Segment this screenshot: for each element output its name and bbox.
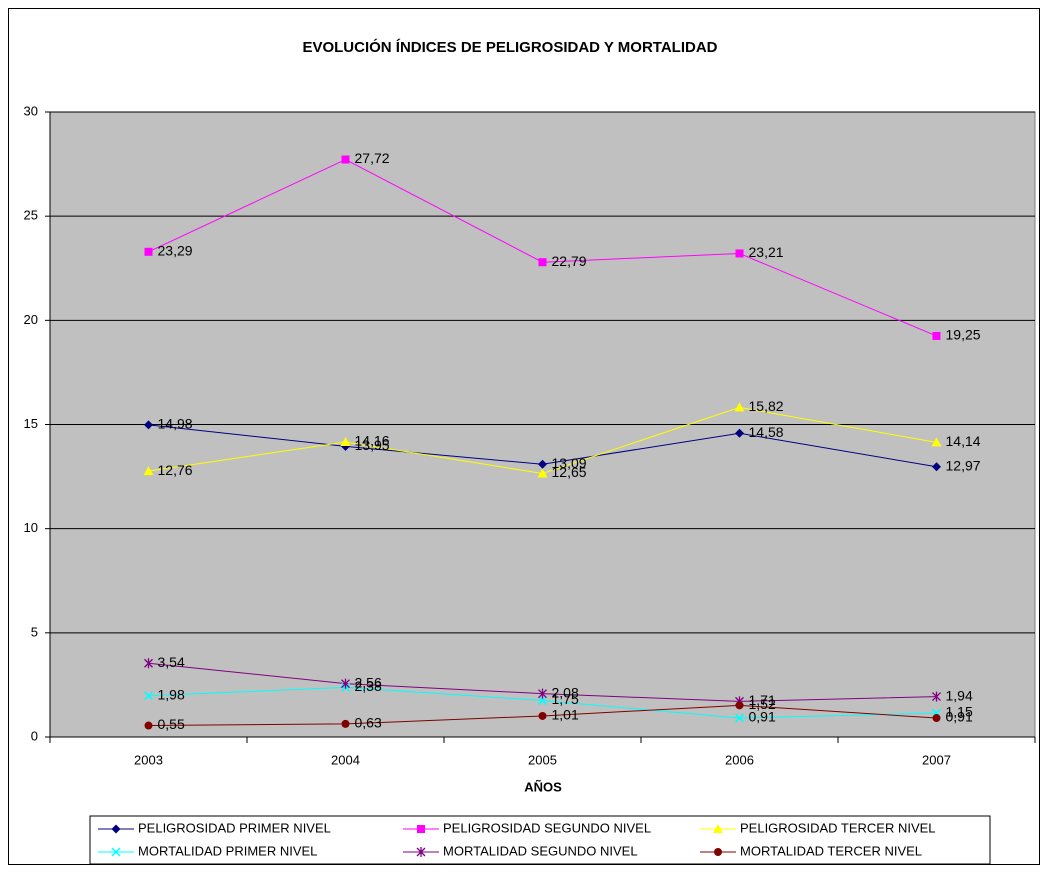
data-label: 14,16 xyxy=(355,433,390,449)
marker xyxy=(416,847,426,857)
data-label: 2,08 xyxy=(552,684,579,700)
y-tick-label: 0 xyxy=(31,728,38,743)
marker xyxy=(734,713,745,723)
marker xyxy=(932,714,941,723)
marker xyxy=(932,331,941,340)
marker xyxy=(932,462,941,472)
data-label: 23,21 xyxy=(749,244,784,260)
data-label: 1,01 xyxy=(552,707,579,723)
y-tick-label: 10 xyxy=(24,520,38,535)
marker xyxy=(537,468,548,478)
data-label: 1,52 xyxy=(749,696,776,712)
data-label: 1,15 xyxy=(946,704,973,720)
marker xyxy=(713,824,723,833)
data-label: 2,56 xyxy=(355,674,382,690)
marker xyxy=(341,678,350,689)
data-label: 0,91 xyxy=(946,709,973,725)
y-tick-label: 15 xyxy=(24,416,38,431)
legend-label: PELIGROSIDAD SEGUNDO NIVEL xyxy=(443,820,651,835)
data-label: 22,79 xyxy=(552,253,587,269)
marker xyxy=(143,466,154,476)
marker xyxy=(144,658,153,669)
marker xyxy=(931,437,942,447)
chart-title: EVOLUCIÓN ÍNDICES DE PELIGROSIDAD Y MORT… xyxy=(302,38,717,56)
marker xyxy=(111,824,121,834)
legend-label: MORTALIDAD PRIMER NIVEL xyxy=(138,843,317,858)
data-label: 0,55 xyxy=(158,716,185,732)
marker xyxy=(537,696,548,706)
data-label: 14,58 xyxy=(749,424,784,440)
data-label: 13,95 xyxy=(355,437,390,453)
data-label: 14,14 xyxy=(946,433,981,449)
x-tick-label: 2005 xyxy=(528,752,557,767)
data-label: 1,94 xyxy=(946,687,973,703)
marker xyxy=(735,701,744,710)
data-label: 13,09 xyxy=(552,455,587,471)
data-label: 3,54 xyxy=(158,654,185,670)
legend-label: PELIGROSIDAD TERCER NIVEL xyxy=(740,820,936,835)
marker xyxy=(144,420,153,430)
marker xyxy=(341,155,350,164)
marker xyxy=(144,721,153,730)
x-tick-label: 2006 xyxy=(725,752,754,767)
marker xyxy=(340,437,351,446)
x-tick-label: 2003 xyxy=(134,752,163,767)
data-label: 12,76 xyxy=(158,462,193,478)
y-tick-label: 5 xyxy=(31,624,38,639)
marker xyxy=(538,688,547,699)
legend-label: MORTALIDAD SEGUNDO NIVEL xyxy=(443,843,638,858)
data-label: 1,75 xyxy=(552,691,579,707)
marker xyxy=(341,719,350,728)
marker xyxy=(714,848,722,856)
data-label: 19,25 xyxy=(946,327,981,343)
x-axis-title: AÑOS xyxy=(524,779,562,794)
data-label: 27,72 xyxy=(355,150,390,166)
marker xyxy=(538,711,547,720)
marker xyxy=(538,459,547,469)
data-label: 14,98 xyxy=(158,416,193,432)
marker xyxy=(143,691,154,701)
legend-label: PELIGROSIDAD PRIMER NIVEL xyxy=(138,820,331,835)
y-tick-label: 20 xyxy=(24,312,38,327)
marker xyxy=(735,428,744,438)
marker xyxy=(144,247,153,256)
data-label: 15,82 xyxy=(749,398,784,414)
x-tick-label: 2004 xyxy=(331,752,360,767)
data-label: 0,63 xyxy=(355,715,382,731)
data-label: 1,71 xyxy=(749,692,776,708)
marker xyxy=(932,691,941,702)
marker xyxy=(417,825,425,833)
data-label: 23,29 xyxy=(158,242,193,258)
data-label: 2,38 xyxy=(355,678,382,694)
legend-box xyxy=(89,815,991,865)
marker xyxy=(735,249,744,258)
data-label: 12,97 xyxy=(946,457,981,473)
legend-label: MORTALIDAD TERCER NIVEL xyxy=(740,843,922,858)
marker xyxy=(734,402,745,412)
data-label: 0,91 xyxy=(749,709,776,725)
data-label: 12,65 xyxy=(552,464,587,480)
y-tick-label: 25 xyxy=(24,208,38,223)
x-tick-label: 2007 xyxy=(922,752,951,767)
y-tick-label: 30 xyxy=(24,103,38,118)
marker xyxy=(111,847,121,857)
marker xyxy=(538,258,547,267)
data-label: 1,98 xyxy=(158,686,185,702)
